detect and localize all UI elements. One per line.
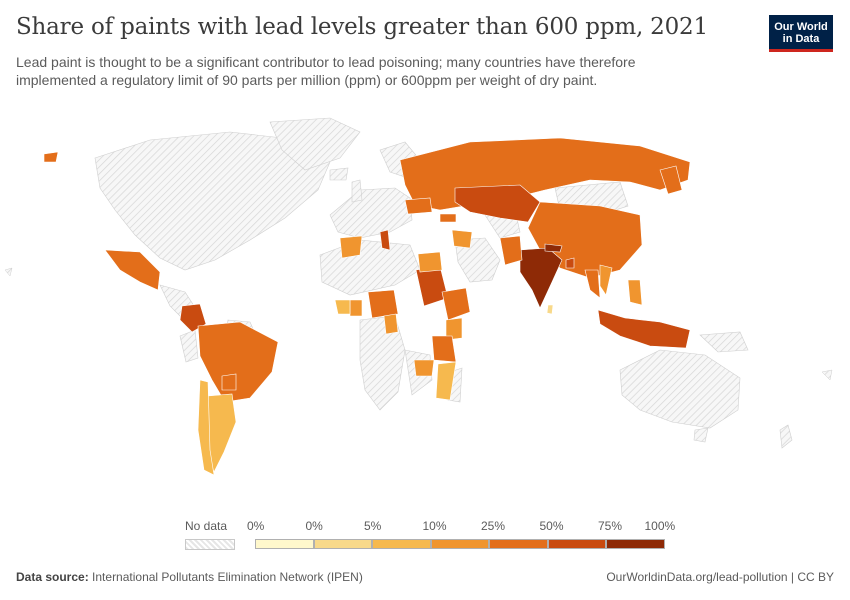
country-mexico[interactable]	[104, 249, 161, 291]
legend-bin-1[interactable]	[313, 539, 372, 549]
country-paraguay[interactable]	[221, 373, 237, 391]
chart-subtitle: Lead paint is thought to be a significan…	[16, 54, 636, 88]
country-ivory-coast[interactable]	[334, 299, 351, 315]
country-iraq[interactable]	[451, 229, 473, 249]
legend-bin-3[interactable]	[430, 539, 489, 549]
country-algeria[interactable]	[339, 235, 363, 259]
country-cameroon[interactable]	[383, 313, 399, 335]
country-nigeria[interactable]	[367, 289, 399, 319]
country-ethiopia[interactable]	[441, 287, 471, 321]
logo-line-2: in Data	[782, 33, 820, 45]
legend-tick-label: 10%	[422, 519, 447, 533]
legend-tick-label: 100%	[644, 519, 676, 533]
legend-tick-label: 0%	[305, 519, 323, 533]
no-data-land	[94, 117, 793, 449]
country-russia[interactable]	[399, 137, 691, 211]
countries-with-data[interactable]	[43, 137, 691, 476]
country-india[interactable]	[519, 247, 563, 309]
country-georgia[interactable]	[439, 213, 457, 223]
country-japan-region[interactable]	[659, 165, 683, 195]
country-philippines[interactable]	[627, 279, 643, 306]
small-islands	[4, 267, 833, 381]
legend-tick-label: 5%	[364, 519, 382, 533]
data-source-text[interactable]: International Pollutants Elimination Net…	[92, 570, 363, 584]
country-ukraine[interactable]	[404, 197, 433, 215]
legend-no-data-swatch	[185, 539, 235, 550]
legend-tick-label: 0%	[247, 519, 265, 533]
footer-link[interactable]: OurWorldinData.org/lead-pollution | CC B…	[606, 570, 834, 584]
country-nepal[interactable]	[544, 243, 563, 253]
legend-bin-2[interactable]	[372, 539, 431, 549]
country-thailand[interactable]	[584, 269, 601, 299]
legend-tick-label: 75%	[598, 519, 623, 533]
data-source-label: Data source:	[16, 570, 89, 584]
country-alaska-island[interactable]	[43, 151, 59, 163]
country-mozambique[interactable]	[435, 361, 457, 401]
country-kenya[interactable]	[445, 317, 463, 341]
country-tanzania[interactable]	[431, 335, 457, 363]
country-bangladesh[interactable]	[565, 257, 575, 269]
country-tunisia[interactable]	[379, 229, 391, 251]
legend-no-data-label: No data	[185, 519, 228, 533]
country-brazil[interactable]	[197, 321, 279, 403]
legend-bin-4[interactable]	[489, 539, 548, 549]
country-kazakhstan[interactable]	[454, 184, 541, 223]
owid-logo[interactable]: Our World in Data	[769, 15, 833, 52]
country-vietnam[interactable]	[599, 264, 613, 296]
legend-tick-label: 25%	[481, 519, 506, 533]
country-ghana[interactable]	[349, 299, 363, 317]
data-source: Data source: International Pollutants El…	[16, 570, 363, 584]
legend-bin-5[interactable]	[547, 539, 606, 549]
logo-line-1: Our World	[774, 21, 828, 33]
legend-bin-0[interactable]	[255, 539, 314, 549]
country-egypt[interactable]	[417, 251, 443, 273]
world-map[interactable]	[0, 110, 850, 510]
legend-tick-label: 50%	[539, 519, 564, 533]
country-pakistan[interactable]	[499, 235, 523, 266]
legend-bin-6[interactable]	[606, 539, 665, 549]
chart-title: Share of paints with lead levels greater…	[16, 14, 708, 40]
country-zambia[interactable]	[413, 359, 435, 377]
country-indonesia[interactable]	[597, 309, 691, 349]
country-sri-lanka[interactable]	[546, 304, 554, 315]
color-legend: No data 0% 0% 5% 10% 25% 50% 75% 100%	[185, 519, 675, 553]
country-chile[interactable]	[197, 379, 215, 476]
